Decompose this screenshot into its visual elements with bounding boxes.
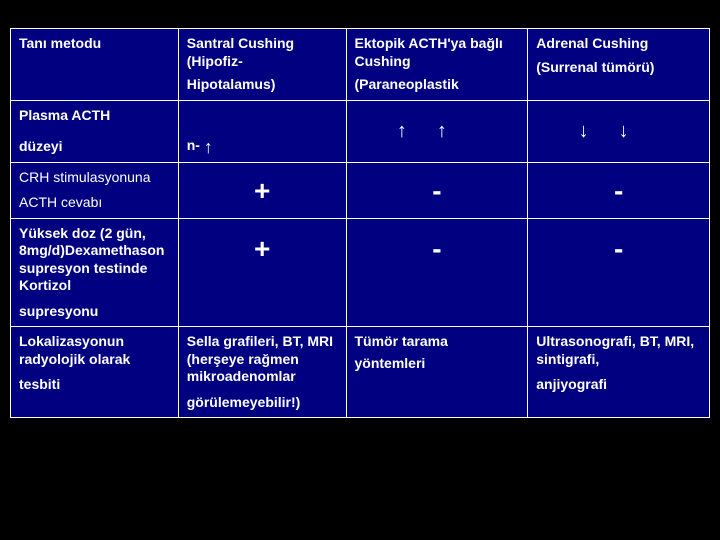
table-row: Yüksek doz (2 gün, 8mg/d)Dexamethason su… (11, 218, 710, 327)
minus-sign: - (432, 233, 441, 264)
table-header-row: Tanı metodu Santral Cushing (Hipofiz- Hi… (11, 29, 710, 101)
header-col-3-line2: (Surrenal tümörü) (536, 59, 701, 77)
minus-sign: - (614, 233, 623, 264)
row-label-line2: tesbiti (19, 376, 170, 394)
row-label: Lokalizasyonun radyolojik olarak tesbiti (11, 327, 179, 418)
row-label-line2: supresyonu (19, 303, 170, 321)
cell-line1: Sella grafileri, BT, MRI (187, 333, 338, 351)
cell: - (528, 162, 710, 218)
down-arrows-icon: ↓↓ (579, 121, 659, 141)
slide-frame: Tanı metodu Santral Cushing (Hipofiz- Hi… (0, 0, 720, 540)
cell: + (178, 218, 346, 327)
row-label: Plasma ACTH düzeyi (11, 100, 179, 162)
table-row: Lokalizasyonun radyolojik olarak tesbiti… (11, 327, 710, 418)
cell-line2: (herşeye rağmen mikroadenomlar (187, 351, 338, 386)
row-label-line1: Lokalizasyonun radyolojik olarak (19, 333, 170, 368)
cell: n- ↑ (178, 100, 346, 162)
row-label-line1: CRH stimulasyonuna (19, 169, 170, 187)
header-col-2-line1: Ektopik ACTH'ya bağlı Cushing (355, 35, 520, 70)
header-row-label: Tanı metodu (11, 29, 179, 101)
cell: ↓↓ (528, 100, 710, 162)
row-label: CRH stimulasyonuna ACTH cevabı (11, 162, 179, 218)
plus-sign: + (254, 233, 270, 264)
up-arrows-icon: ↑↑ (397, 121, 477, 141)
row-label-line1: Yüksek doz (2 gün, 8mg/d)Dexamethason su… (19, 225, 170, 295)
cell-line1: Tümör tarama (355, 333, 520, 351)
row-label-line2: düzeyi (19, 138, 170, 156)
header-col-2-line2: (Paraneoplastik (355, 76, 520, 94)
header-col-1: Santral Cushing (Hipofiz- Hipotalamus) (178, 29, 346, 101)
n-text: n- (187, 137, 200, 153)
cell: Ultrasonografi, BT, MRI, sintigrafi, anj… (528, 327, 710, 418)
diagnosis-table: Tanı metodu Santral Cushing (Hipofiz- Hi… (10, 28, 710, 418)
cell-line2: yöntemleri (355, 355, 520, 373)
cell-line3: anjiyografi (536, 376, 701, 394)
table-row: Plasma ACTH düzeyi n- ↑ ↑↑ ↓↓ (11, 100, 710, 162)
cell-line1: Ultrasonografi, BT, MRI, sintigrafi, (536, 333, 701, 368)
minus-sign: - (432, 175, 441, 206)
table-row: CRH stimulasyonuna ACTH cevabı + - - (11, 162, 710, 218)
header-col-3-line1: Adrenal Cushing (536, 35, 701, 53)
cell: - (346, 162, 528, 218)
header-col-2: Ektopik ACTH'ya bağlı Cushing (Paraneopl… (346, 29, 528, 101)
up-arrow-icon: ↑ (204, 138, 213, 156)
row-label: Yüksek doz (2 gün, 8mg/d)Dexamethason su… (11, 218, 179, 327)
header-col-1-line2: Hipotalamus) (187, 76, 338, 94)
cell: ↑↑ (346, 100, 528, 162)
row-label-line1: Plasma ACTH (19, 107, 170, 125)
cell: - (528, 218, 710, 327)
minus-sign: - (614, 175, 623, 206)
cell: - (346, 218, 528, 327)
header-col-3: Adrenal Cushing (Surrenal tümörü) (528, 29, 710, 101)
plus-sign: + (254, 175, 270, 206)
cell: Tümör tarama yöntemleri (346, 327, 528, 418)
cell: Sella grafileri, BT, MRI (herşeye rağmen… (178, 327, 346, 418)
cell-line3: görülemeyebilir!) (187, 394, 338, 412)
row-label-line2: ACTH cevabı (19, 194, 170, 212)
header-col-1-line1: Santral Cushing (Hipofiz- (187, 35, 338, 70)
cell: + (178, 162, 346, 218)
